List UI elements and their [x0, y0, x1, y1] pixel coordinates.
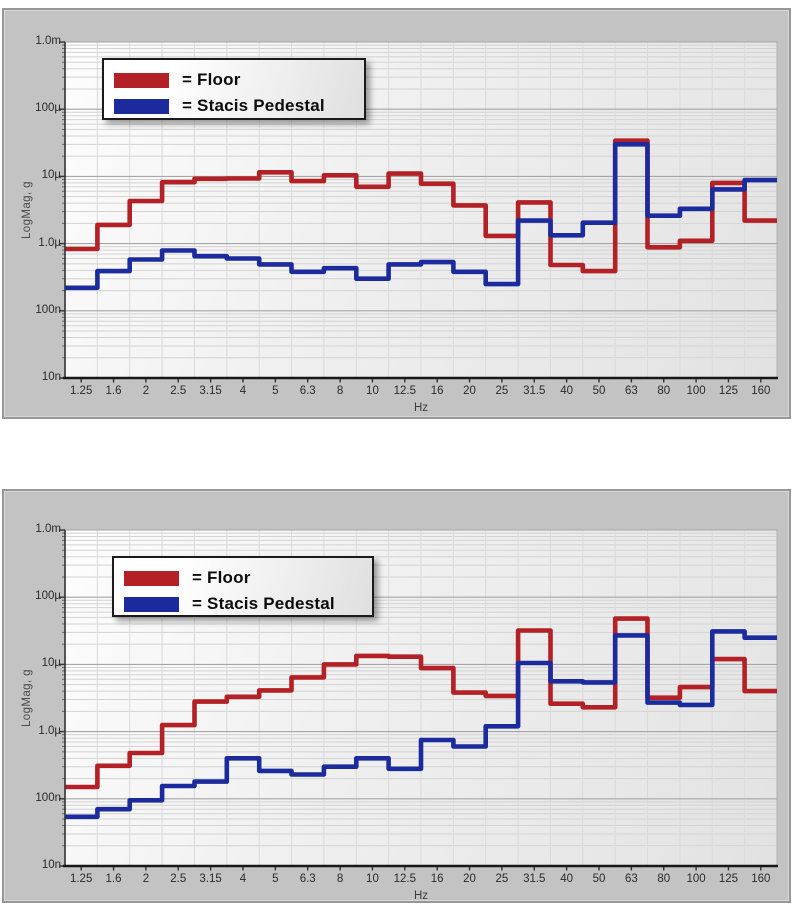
x-tick-label: 40	[560, 873, 574, 885]
legend: = Floor = Stacis Pedestal	[112, 556, 374, 617]
x-tick-label: 80	[657, 385, 671, 397]
legend-label-floor: = Floor	[192, 568, 251, 587]
x-tick-label: 31.5	[523, 385, 546, 397]
x-tick-label: 3.15	[199, 385, 222, 397]
legend-item-stacis: = Stacis Pedestal	[124, 591, 372, 617]
x-tick-label: 16	[430, 873, 444, 885]
y-tick-label: 10µ	[41, 657, 61, 670]
x-tick-label: 125	[718, 873, 739, 885]
x-tick-label: 31.5	[523, 873, 546, 885]
legend-label-floor: = Floor	[182, 70, 241, 89]
x-tick-label: 25	[495, 873, 509, 885]
y-tick-label: 1.0µ	[38, 724, 61, 737]
y-tick-label: 100µ	[35, 590, 61, 603]
x-axis-title: Hz	[413, 402, 429, 414]
x-tick-label: 40	[560, 385, 574, 397]
x-tick-label: 1.6	[105, 385, 122, 397]
x-tick-label: 1.25	[69, 385, 93, 397]
x-tick-label: 8	[336, 873, 344, 885]
x-tick-label: 100	[686, 873, 706, 885]
x-tick-label: 50	[592, 873, 606, 885]
chart-canvas	[59, 41, 778, 383]
x-tick-label: 2	[142, 385, 150, 397]
x-tick-label: 8	[336, 385, 344, 397]
legend-swatch-stacis	[114, 98, 169, 114]
x-tick-label: 4	[239, 385, 247, 397]
x-tick-label: 1.25	[69, 873, 93, 885]
x-tick-label: 5	[272, 873, 279, 885]
y-tick-label: 1.0m	[35, 523, 61, 535]
x-tick-label: 63	[624, 385, 638, 397]
x-tick-label: 10	[366, 873, 379, 885]
x-tick-label: 2.5	[170, 873, 187, 885]
y-tick-label: 100n	[35, 791, 61, 804]
y-axis-title: LogMag, g	[21, 669, 33, 727]
legend-item-floor: = Floor	[114, 67, 364, 93]
x-tick-label: 25	[495, 385, 509, 397]
y-tick-label: 10n	[41, 371, 61, 383]
y-tick-label: 100n	[35, 303, 61, 316]
x-tick-label: 160	[751, 385, 771, 397]
legend-label-stacis: = Stacis Pedestal	[182, 96, 325, 115]
x-tick-label: 2	[142, 873, 150, 885]
y-tick-label: 10µ	[41, 169, 61, 182]
legend: = Floor = Stacis Pedestal	[102, 58, 366, 120]
chart-panel-top: LogMag, g = Floor = Stacis Pedestal Hz 1…	[2, 8, 791, 419]
y-tick-label: 1.0µ	[38, 236, 61, 249]
x-tick-label: 20	[463, 873, 476, 885]
x-tick-label: 1.6	[105, 873, 122, 885]
chart-panel-bottom: LogMag, g = Floor = Stacis Pedestal Hz 1…	[2, 489, 791, 903]
y-tick-label: 1.0m	[35, 35, 61, 47]
x-tick-label: 12.5	[393, 873, 416, 885]
legend-label-stacis: = Stacis Pedestal	[192, 594, 335, 613]
x-tick-label: 10	[366, 385, 379, 397]
x-tick-label: 12.5	[393, 385, 416, 397]
legend-swatch-floor	[114, 72, 169, 88]
x-tick-label: 100	[686, 385, 706, 397]
legend-item-floor: = Floor	[124, 565, 372, 591]
x-tick-label: 3.15	[199, 873, 222, 885]
x-tick-label: 5	[272, 385, 279, 397]
x-tick-label: 20	[463, 385, 476, 397]
legend-swatch-stacis	[124, 596, 179, 612]
x-tick-label: 2.5	[170, 385, 187, 397]
legend-swatch-floor	[124, 570, 179, 586]
plot-area: = Floor = Stacis Pedestal	[59, 41, 778, 383]
x-tick-label: 4	[239, 873, 247, 885]
x-tick-label: 6.3	[299, 873, 316, 885]
x-axis-title: Hz	[413, 890, 429, 902]
x-tick-label: 160	[751, 873, 771, 885]
y-tick-label: 100µ	[35, 102, 61, 115]
y-tick-label: 10n	[41, 859, 61, 871]
x-tick-label: 80	[657, 873, 671, 885]
plot-area: = Floor = Stacis Pedestal	[59, 529, 778, 871]
x-tick-label: 50	[592, 385, 606, 397]
x-tick-label: 63	[624, 873, 638, 885]
x-tick-label: 125	[718, 385, 739, 397]
x-tick-label: 16	[430, 385, 444, 397]
x-tick-label: 6.3	[299, 385, 316, 397]
legend-item-stacis: = Stacis Pedestal	[114, 93, 364, 119]
y-axis-title: LogMag, g	[21, 181, 33, 239]
